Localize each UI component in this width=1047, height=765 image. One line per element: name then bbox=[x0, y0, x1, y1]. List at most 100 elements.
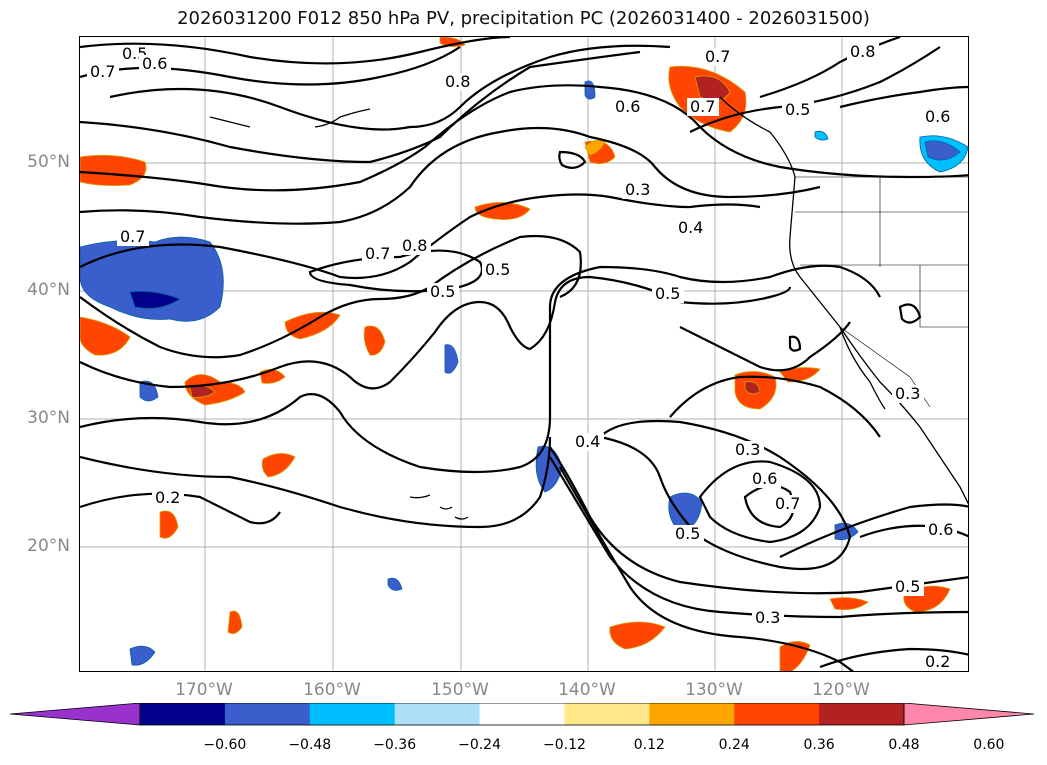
contour-line bbox=[559, 466, 855, 671]
colorbar bbox=[9, 702, 1038, 737]
lat-label-20n: 20°N bbox=[27, 536, 70, 556]
contour-label: 0.8 bbox=[850, 42, 875, 61]
contour-label: 0.7 bbox=[90, 62, 115, 81]
contour-label-bg bbox=[152, 489, 184, 507]
colorbar-tick-label: −0.12 bbox=[542, 737, 586, 753]
contour-label-bg bbox=[672, 525, 704, 543]
contour-line bbox=[80, 264, 881, 474]
precip-patch bbox=[80, 316, 131, 356]
precip-patch bbox=[668, 492, 703, 533]
colorbar-tick-label: 0.12 bbox=[633, 737, 665, 753]
coastline-path bbox=[314, 108, 371, 128]
contour-line bbox=[597, 419, 852, 571]
contour-label: 0.7 bbox=[120, 227, 145, 246]
contour-line bbox=[80, 37, 511, 65]
colorbar-tick-label: 0.48 bbox=[888, 737, 920, 753]
precip-patch bbox=[129, 290, 181, 309]
contour-line bbox=[549, 456, 968, 619]
lon-label-120w: 120°W bbox=[812, 680, 870, 700]
colorbar-extend-high bbox=[903, 702, 1035, 726]
contour-line bbox=[839, 85, 968, 109]
map-canvas: 0.5 0.6 0.7 0.8 0.7 0.6 0.7 0.6 0.5 0.3 0.4 0.5 0.7 0… bbox=[80, 37, 968, 671]
contour-label-bg bbox=[782, 101, 814, 119]
lat-label-40n: 40°N bbox=[27, 280, 70, 300]
contour-label: 0.6 bbox=[925, 107, 950, 126]
lon-label-160w: 160°W bbox=[303, 680, 361, 700]
precip-patch bbox=[444, 344, 459, 374]
contour-line bbox=[689, 46, 941, 133]
contour-line bbox=[898, 303, 922, 324]
coastline-path bbox=[839, 326, 886, 410]
precip-patch bbox=[829, 597, 869, 611]
lon-label-150w: 150°W bbox=[431, 680, 489, 700]
colorbar-tick-label: 0.24 bbox=[718, 737, 750, 753]
contour-label-bg bbox=[922, 108, 954, 126]
contour-label-bg bbox=[482, 261, 514, 279]
lat-label-50n: 50°N bbox=[27, 152, 70, 172]
colorbar-segment bbox=[309, 703, 396, 725]
contour-label: 0.6 bbox=[752, 469, 777, 488]
coastline-path bbox=[409, 494, 469, 520]
contour-label-bg bbox=[892, 578, 924, 596]
colorbar-segment bbox=[479, 703, 565, 725]
colorbar-segment bbox=[394, 703, 481, 725]
contour-label: 0.7 bbox=[365, 244, 390, 263]
precip-patch bbox=[584, 139, 606, 156]
map-title: 2026031200 F012 850 hPa PV, precipitatio… bbox=[177, 8, 870, 29]
contour-label-bg bbox=[772, 495, 804, 513]
contour-label: 0.3 bbox=[625, 180, 650, 199]
contour-label: 0.6 bbox=[928, 520, 953, 539]
precip-patch bbox=[584, 80, 596, 100]
contour-label: 0.8 bbox=[402, 236, 427, 255]
contour-line bbox=[759, 37, 901, 99]
contour-line bbox=[109, 44, 671, 131]
contour-label: 0.3 bbox=[735, 440, 760, 459]
precip-patch bbox=[609, 621, 666, 650]
precip-patch bbox=[814, 130, 829, 141]
contour-label: 0.5 bbox=[655, 284, 680, 303]
lon-label-140w: 140°W bbox=[558, 680, 616, 700]
contour-label: 0.2 bbox=[155, 488, 180, 507]
colorbar-tick-label: −0.24 bbox=[458, 737, 501, 753]
contour-label-bg bbox=[139, 55, 171, 73]
contour-label-bg bbox=[687, 98, 719, 116]
contour-label: 0.3 bbox=[755, 608, 780, 627]
colorbar-extend-low bbox=[9, 702, 141, 726]
coastline bbox=[209, 96, 968, 520]
contour-label-bg bbox=[622, 181, 654, 199]
precip-patch bbox=[227, 610, 243, 635]
colorbar-segment bbox=[140, 703, 226, 725]
contour-label-bg bbox=[612, 98, 644, 116]
contour-label-bg bbox=[732, 441, 764, 459]
contour-label-bg bbox=[847, 43, 879, 61]
lon-label-130w: 130°W bbox=[685, 680, 743, 700]
contour-label-bg bbox=[652, 285, 684, 303]
precip-patch bbox=[387, 577, 403, 591]
colorbar-segment bbox=[224, 703, 311, 725]
precip-patch bbox=[834, 522, 859, 541]
contour-label-bg bbox=[675, 219, 707, 237]
map-panel[interactable]: 0.5 0.6 0.7 0.8 0.7 0.6 0.7 0.6 0.5 0.3 0.4 0.5 0.7 0… bbox=[79, 36, 969, 672]
contour-label-bg bbox=[442, 73, 474, 91]
contour-label: 0.5 bbox=[895, 577, 920, 596]
pv-contours bbox=[80, 37, 968, 671]
precip-negative-areas bbox=[80, 80, 968, 666]
contour-label: 0.2 bbox=[925, 652, 950, 671]
precip-patch bbox=[159, 510, 179, 539]
contour-label-bg bbox=[117, 228, 149, 246]
colorbar-tick-label: 0.60 bbox=[973, 737, 1005, 753]
contour-line bbox=[558, 150, 587, 169]
contour-label: 0.7 bbox=[690, 97, 715, 116]
colorbar-tick-label: −0.60 bbox=[203, 737, 247, 753]
precip-patch bbox=[80, 154, 147, 186]
coastline-path bbox=[719, 96, 968, 505]
contour-label: 0.5 bbox=[675, 524, 700, 543]
contour-label-bg bbox=[702, 48, 734, 66]
colorbar-tick-label: −0.36 bbox=[373, 737, 417, 753]
colorbar-segment bbox=[819, 703, 905, 725]
contour-line bbox=[549, 446, 968, 595]
contour-label-bg bbox=[399, 237, 431, 255]
contour-line bbox=[80, 234, 582, 359]
contour-line bbox=[819, 647, 968, 669]
contour-label: 0.3 bbox=[895, 384, 920, 403]
